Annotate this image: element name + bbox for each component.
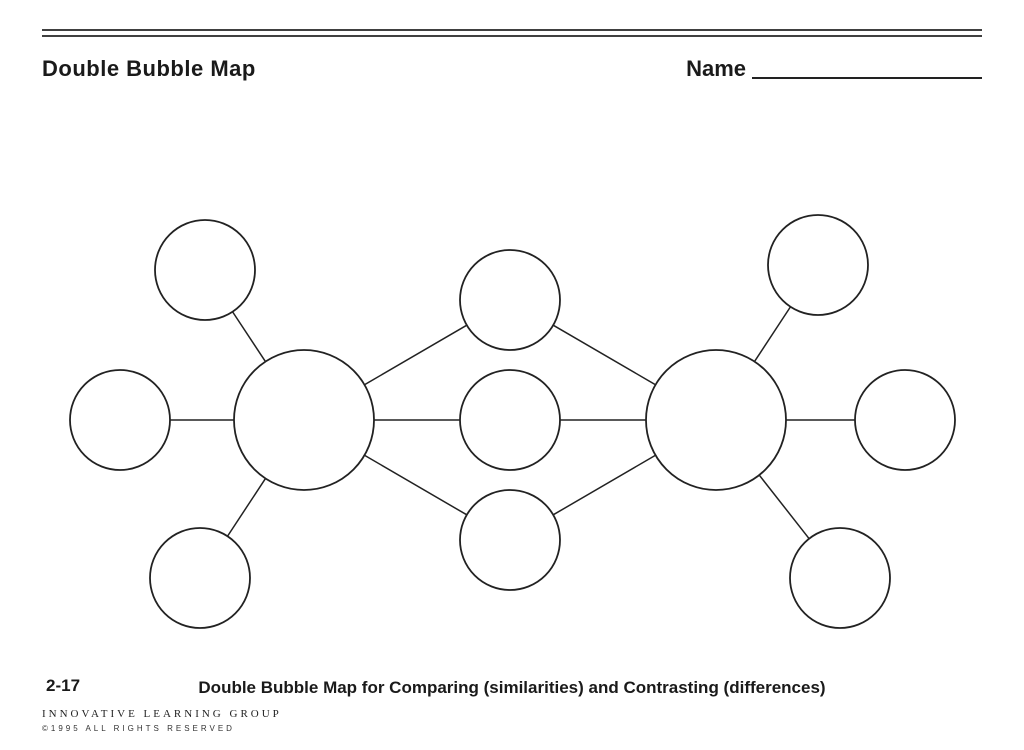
bubble-l1 <box>155 220 255 320</box>
bubble-midMid <box>460 370 560 470</box>
name-label: Name <box>686 56 746 82</box>
bubble-rightCenter <box>646 350 786 490</box>
bubble-r3 <box>790 528 890 628</box>
header-rules <box>0 0 1024 50</box>
double-bubble-diagram <box>0 100 1024 660</box>
bubble-l3 <box>150 528 250 628</box>
edge <box>364 325 466 385</box>
bubble-midBot <box>460 490 560 590</box>
nodes-layer <box>70 215 955 628</box>
bubble-leftCenter <box>234 350 374 490</box>
edge <box>233 312 266 362</box>
header-row: Double Bubble Map Name <box>42 56 982 82</box>
worksheet-page: Double Bubble Map Name 2-17 Double Bubbl… <box>0 0 1024 750</box>
organization-name: Innovative Learning Group <box>42 708 282 720</box>
bubble-midTop <box>460 250 560 350</box>
name-field-group: Name <box>686 56 982 82</box>
diagram-caption: Double Bubble Map for Comparing (similar… <box>0 678 1024 698</box>
bubble-r1 <box>768 215 868 315</box>
worksheet-title: Double Bubble Map <box>42 56 256 82</box>
edge <box>759 475 809 539</box>
edge <box>227 478 265 536</box>
bubble-l2 <box>70 370 170 470</box>
edge <box>364 455 466 515</box>
edge <box>553 455 655 515</box>
bubble-r2 <box>855 370 955 470</box>
edge <box>754 307 790 362</box>
edge <box>553 325 655 385</box>
copyright-text: ©1995 All Rights Reserved <box>42 724 235 733</box>
name-blank-line[interactable] <box>752 76 982 79</box>
